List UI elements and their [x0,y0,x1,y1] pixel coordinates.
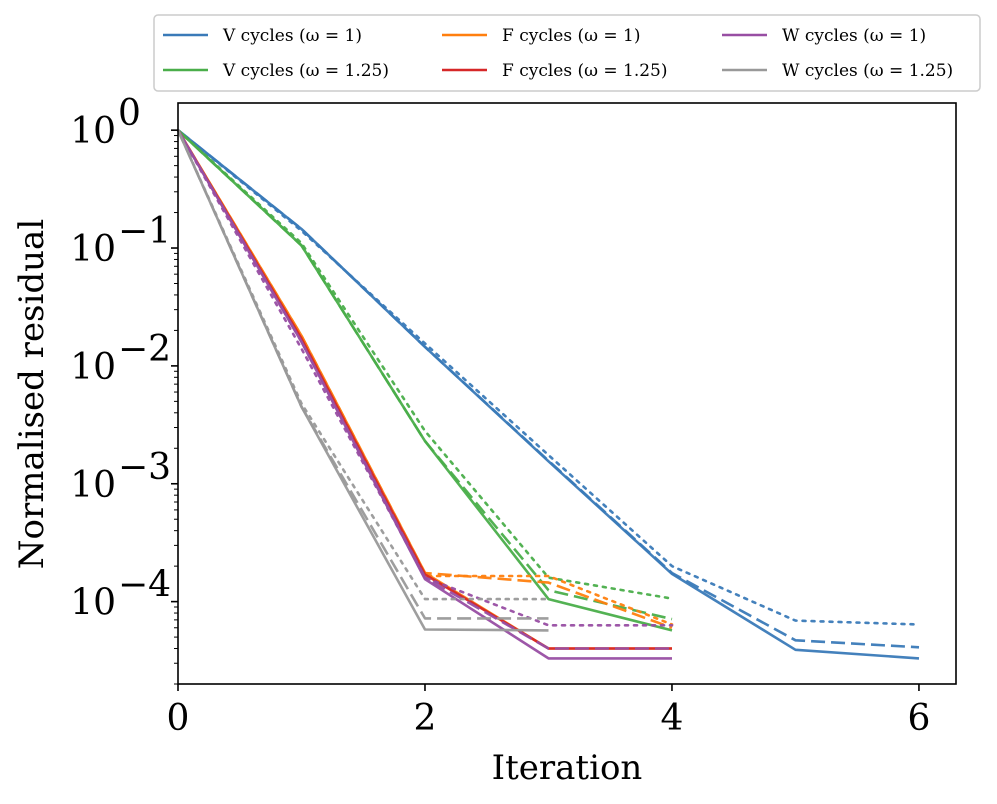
plot-frame [177,102,957,685]
svg-text:10: 10 [70,347,116,388]
svg-text:10: 10 [70,229,116,270]
series-line-14 [176,129,549,632]
legend-entry-3: F cycles (ω = 1) [442,26,640,46]
svg-text:−4: −4 [118,565,171,606]
series-line-15 [176,129,549,620]
series-line-6 [176,128,674,600]
legend-entry-5: W cycles (ω = 1) [722,26,926,46]
legend-label: V cycles (ω = 1) [222,26,362,46]
series-line-5 [177,129,673,621]
legend-label: W cycles (ω = 1) [782,26,926,46]
legend-entry-4: F cycles (ω = 1.25) [442,61,668,81]
series-line-16 [176,128,550,601]
svg-text:−1: −1 [118,211,171,252]
legend-label: F cycles (ω = 1.25) [502,61,668,81]
series-line-1 [177,129,920,660]
legend-label: F cycles (ω = 1) [502,26,640,46]
x-axis-label: Iteration [492,748,643,788]
y-axis-label: Normalised residual [12,219,52,569]
y-tick-label-0: 10 0 [70,93,141,152]
series-line-4 [177,129,673,632]
legend-label: V cycles (ω = 1.25) [222,61,389,81]
legend-entry-2: V cycles (ω = 1.25) [163,61,389,81]
y-tick-label-2: 10 −2 [70,329,171,388]
series-line-13 [176,128,674,627]
legend-frame [153,14,981,92]
legend-entry-1: V cycles (ω = 1) [163,26,362,46]
x-tick-label-3: 6 [907,698,930,739]
series-line-8 [176,129,673,630]
svg-text:10: 10 [70,465,116,506]
svg-text:0: 0 [118,93,141,134]
y-tick-label-3: 10 −3 [70,447,171,506]
y-tick-label-1: 10 −1 [70,211,171,270]
series-line-11 [176,129,672,660]
series-line-9 [176,128,674,626]
y-tick-label-4: 10 −4 [70,565,171,624]
series-line-12 [176,129,672,650]
x-tick-label-2: 4 [661,698,684,739]
x-tick-label-0: 0 [167,698,190,739]
svg-text:−2: −2 [118,329,171,370]
x-tick-label-1: 2 [414,698,437,739]
legend-entry-6: W cycles (ω = 1.25) [722,61,953,81]
series-line-2 [177,129,920,649]
svg-text:−3: −3 [118,447,171,488]
series-line-3 [176,128,921,626]
svg-text:10: 10 [70,583,116,624]
legend-label: W cycles (ω = 1.25) [782,61,953,81]
svg-text:10: 10 [70,111,116,152]
legend: V cycles (ω = 1) V cycles (ω = 1.25) F cyc… [153,14,981,92]
